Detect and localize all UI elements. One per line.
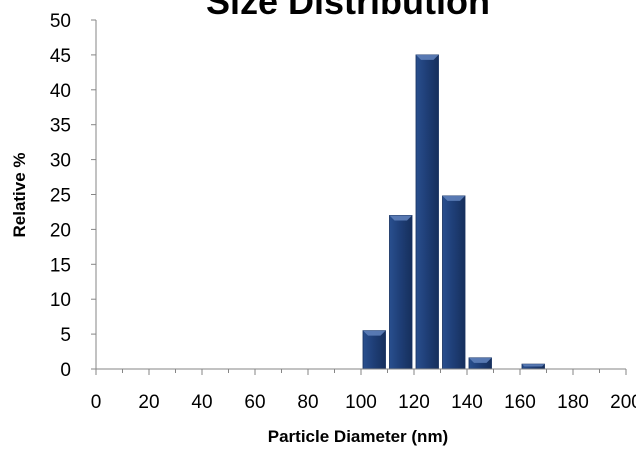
x-tick-label: 120 — [398, 392, 430, 413]
bar-body — [415, 54, 439, 370]
bar-body — [362, 330, 386, 370]
bars-group — [362, 54, 545, 370]
x-tick-label: 60 — [244, 392, 265, 413]
bar-bevel — [521, 364, 545, 367]
y-tick-label: 40 — [50, 81, 71, 102]
bar — [468, 357, 492, 370]
bar — [442, 195, 466, 370]
bar-bevel — [442, 195, 466, 201]
bar-bevel — [389, 215, 413, 221]
y-tick-label: 30 — [50, 151, 71, 172]
y-tick-label: 15 — [50, 255, 71, 276]
bar-bevel — [362, 330, 386, 336]
x-tick-label: 200 — [610, 392, 636, 413]
y-tick-label: 5 — [60, 325, 71, 346]
bar — [415, 54, 439, 370]
y-tick-label: 10 — [50, 290, 71, 311]
y-axis: 0 5 10 15 20 25 30 35 40 45 50 — [50, 11, 96, 381]
x-tick-label: 40 — [191, 392, 212, 413]
x-tick-label: 160 — [504, 392, 536, 413]
x-tick-label: 80 — [297, 392, 318, 413]
x-axis-title: Particle Diameter (nm) — [268, 427, 448, 446]
y-tick-label: 35 — [50, 116, 71, 137]
x-tick-label: 180 — [557, 392, 589, 413]
y-tick-label: 0 — [60, 360, 71, 381]
x-axis: 0 20 40 60 80 100 120 140 160 180 200 — [91, 369, 636, 413]
y-axis-title: Relative % — [10, 152, 29, 237]
bar-bevel — [415, 54, 439, 60]
x-tick-label: 140 — [451, 392, 483, 413]
bar-body — [442, 195, 466, 370]
y-tick-label: 45 — [50, 46, 71, 67]
bar-body — [389, 215, 413, 370]
x-tick-label: 100 — [345, 392, 377, 413]
y-tick-label: 25 — [50, 186, 71, 207]
bar — [389, 215, 413, 370]
x-tick-label: 0 — [91, 392, 102, 413]
bar-bevel — [468, 357, 492, 363]
chart-title: Size Distribution — [206, 0, 490, 22]
bar — [521, 363, 545, 370]
y-tick-label: 20 — [50, 220, 71, 241]
y-tick-label: 50 — [50, 11, 71, 32]
x-tick-label: 20 — [138, 392, 159, 413]
bar — [362, 330, 386, 370]
